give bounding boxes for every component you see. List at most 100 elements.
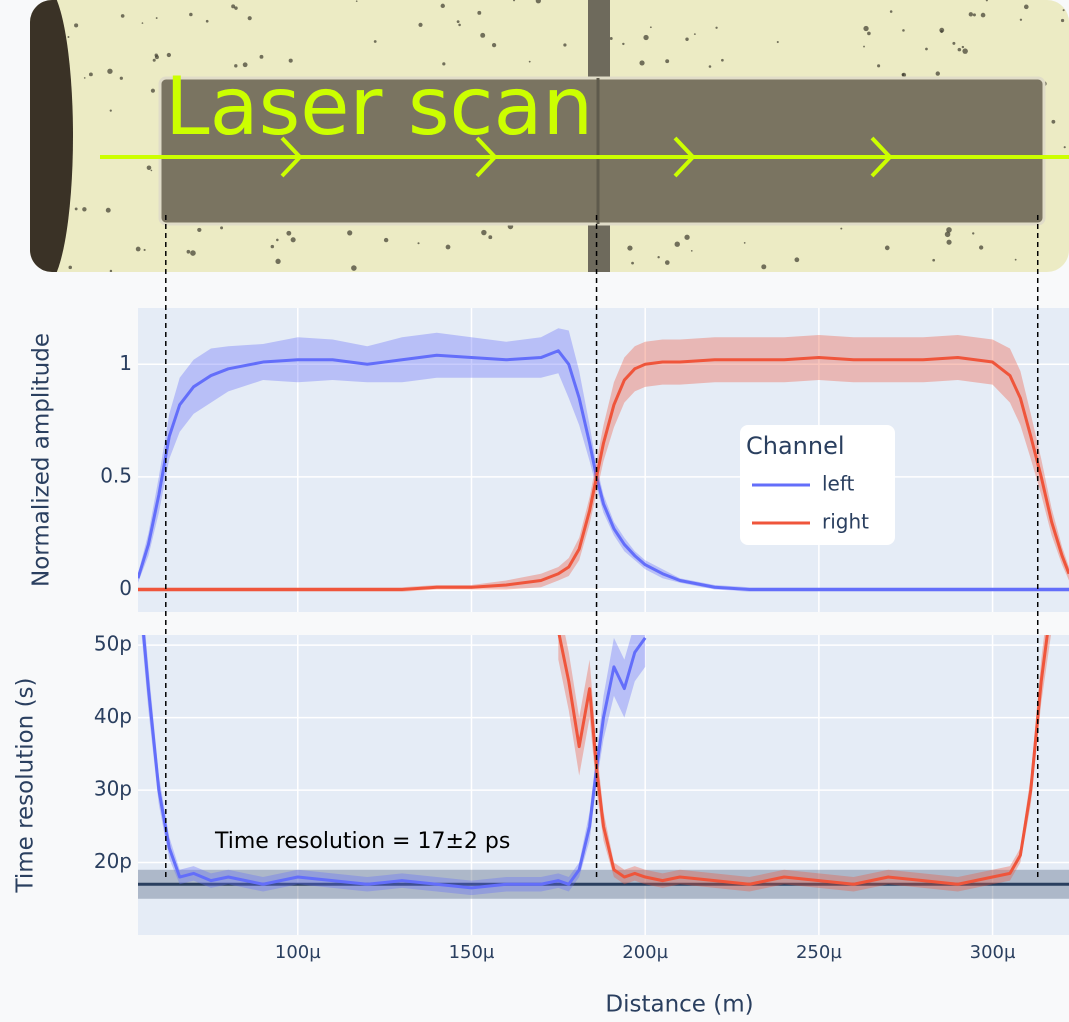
speckle — [867, 31, 871, 36]
speckle — [609, 37, 613, 40]
speckle — [902, 29, 905, 32]
speckle — [190, 250, 196, 256]
x-axis-title: Distance (m) — [605, 992, 753, 1018]
speckle — [288, 58, 293, 63]
speckle — [491, 43, 497, 48]
speckle — [690, 249, 693, 252]
speckle — [877, 64, 881, 68]
speckle — [972, 232, 975, 235]
speckle — [82, 207, 87, 212]
y-tick-label: 0 — [119, 576, 132, 600]
speckle — [259, 54, 264, 59]
speckle — [105, 207, 111, 213]
speckle — [109, 269, 113, 272]
speckle — [150, 88, 155, 93]
speckle — [693, 33, 696, 36]
speckle — [639, 60, 645, 66]
y-tick-label: 50p — [94, 632, 132, 656]
speckle — [220, 226, 224, 230]
speckle — [985, 0, 988, 2]
speckle — [166, 52, 172, 58]
speckle — [944, 231, 951, 238]
speckle — [972, 13, 976, 17]
speckle — [1023, 4, 1029, 10]
speckle — [480, 32, 486, 38]
speckle — [978, 245, 984, 250]
speckle — [275, 258, 281, 264]
y-tick-label: 40p — [94, 704, 132, 728]
speckle — [863, 25, 869, 32]
speckle — [442, 62, 446, 66]
speckle — [627, 245, 633, 251]
x-tick-label: 200µ — [622, 942, 668, 963]
y-tick-label: 1 — [119, 351, 132, 375]
speckle — [417, 242, 420, 245]
speckle — [794, 257, 800, 263]
legend-title: Channel — [746, 432, 845, 460]
speckle — [1051, 119, 1056, 124]
speckle — [146, 165, 152, 171]
plot-area — [138, 328, 1069, 592]
speckle — [234, 64, 238, 68]
speckle — [889, 10, 893, 13]
speckle — [418, 22, 423, 27]
speckle — [901, 72, 907, 77]
series-line — [138, 349, 1069, 591]
speckle — [946, 227, 952, 233]
speckle — [674, 241, 680, 247]
x-tick-label: 150µ — [449, 942, 495, 963]
speckle — [708, 65, 712, 68]
scan-arrows — [280, 136, 893, 178]
speckle — [715, 26, 718, 29]
speckle — [761, 264, 767, 270]
speckle — [456, 20, 460, 24]
speckle — [477, 10, 482, 15]
plot-area — [138, 635, 1069, 899]
series-line — [138, 356, 1069, 591]
speckle — [940, 30, 944, 33]
y-tick-label: 30p — [94, 777, 132, 801]
speckle — [952, 41, 956, 45]
speckle — [563, 43, 567, 47]
y-tick-label: 20p — [94, 849, 132, 873]
speckle — [242, 62, 248, 68]
speckle — [186, 249, 191, 254]
speckle — [286, 230, 292, 236]
y-tick-label: 0.5 — [100, 463, 132, 487]
speckle — [383, 237, 389, 243]
speckle — [743, 242, 746, 244]
speckle — [270, 244, 275, 249]
speckle — [88, 72, 93, 77]
speckle — [107, 68, 113, 74]
photo-label: Laser scan — [165, 60, 593, 153]
speckle — [74, 23, 79, 28]
speckle — [840, 227, 843, 230]
legend-box — [740, 425, 895, 545]
legend-label: right — [822, 510, 869, 534]
speckle — [925, 47, 928, 51]
speckle — [884, 245, 890, 251]
speckle — [622, 42, 625, 46]
speckle — [1062, 9, 1065, 12]
y-axis-title: Normalized amplitude — [29, 333, 55, 587]
speckle — [355, 0, 358, 2]
speckle — [863, 45, 865, 48]
speckle — [488, 235, 493, 240]
speckle — [290, 237, 296, 243]
speckle — [152, 58, 156, 62]
speckle — [528, 60, 531, 63]
speckle — [247, 16, 252, 21]
pad — [158, 76, 1046, 226]
speckle — [1019, 18, 1023, 21]
speckle — [946, 239, 952, 245]
speckle — [440, 3, 445, 9]
speckle — [935, 71, 940, 76]
speckle — [445, 244, 451, 250]
speckle — [276, 238, 279, 242]
speckle — [347, 230, 353, 236]
x-tick-label: 300µ — [970, 942, 1016, 963]
speckle — [962, 48, 968, 54]
speckle — [458, 23, 461, 27]
speckle — [143, 248, 146, 252]
